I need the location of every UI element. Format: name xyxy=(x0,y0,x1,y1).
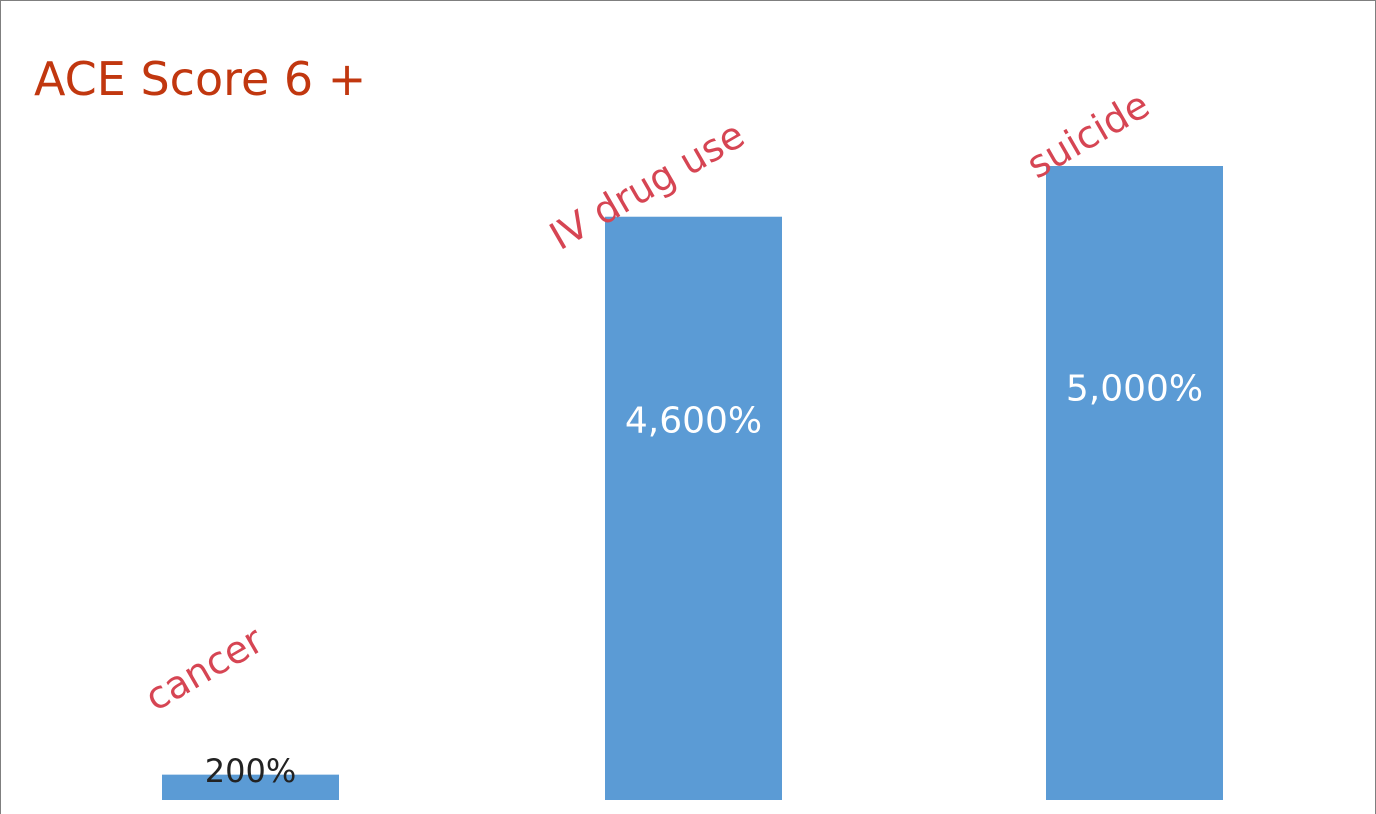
bar-suicide xyxy=(1046,166,1223,800)
data-label: 5,000% xyxy=(1066,369,1203,410)
category-label: cancer xyxy=(137,617,270,719)
data-label: 200% xyxy=(205,752,296,790)
data-label: 4,600% xyxy=(625,401,762,442)
bar-iv-drug-use xyxy=(605,216,782,801)
bar-cancer xyxy=(162,774,339,800)
chart-title: ACE Score 6 + xyxy=(34,52,367,106)
